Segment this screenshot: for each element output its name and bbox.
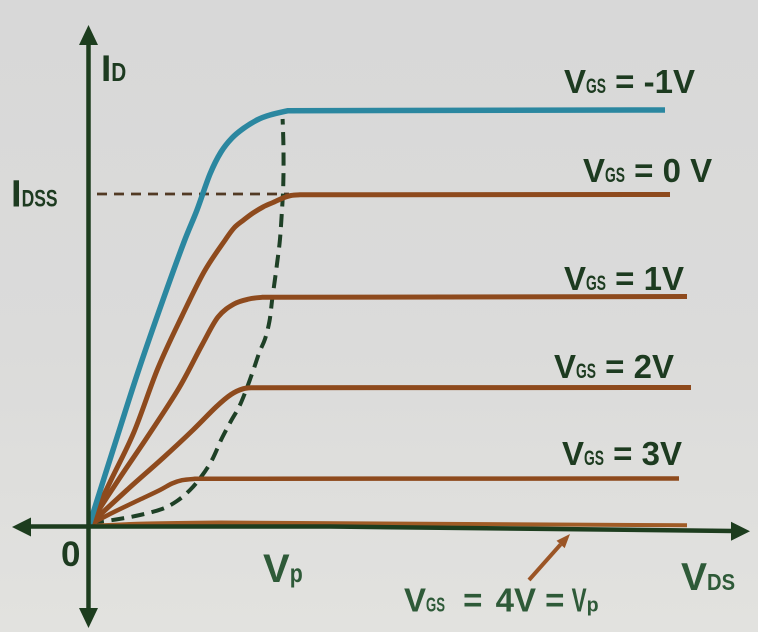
svg-text:VGS = 3V: VGS = 3V (562, 435, 682, 472)
svg-text:VGS = 1V: VGS = 1V (564, 260, 684, 297)
svg-text:ID: ID (101, 48, 126, 89)
svg-text:Vp: Vp (263, 547, 303, 591)
svg-text:VGS = 0 V: VGS = 0 V (583, 152, 712, 189)
svg-text:VGS = 4V = Vp: VGS = 4V = Vp (404, 582, 599, 619)
svg-text:IDSS: IDSS (11, 174, 58, 216)
svg-text:0: 0 (61, 535, 80, 574)
svg-text:VDS: VDS (681, 556, 735, 599)
svg-text:VGS = -1V: VGS = -1V (564, 63, 695, 100)
svg-text:VGS = 2V: VGS = 2V (554, 348, 674, 385)
